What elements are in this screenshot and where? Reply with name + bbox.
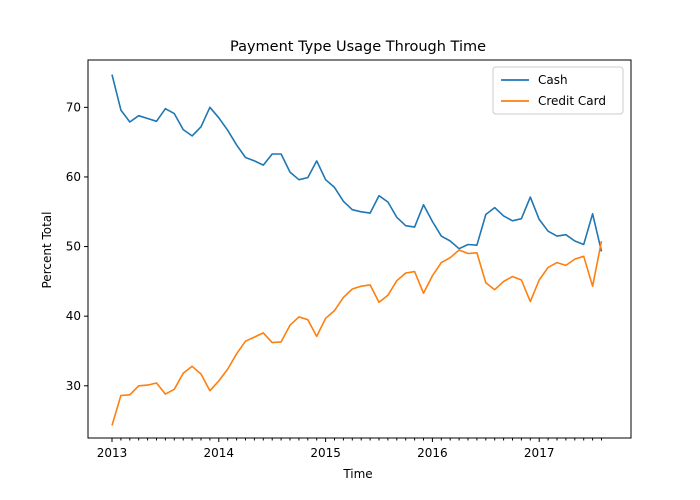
x-axis-label: Time [342, 467, 372, 481]
legend-label-cash: Cash [538, 73, 568, 87]
y-axis-label: Percent Total [40, 212, 54, 289]
legend-label-credit-card: Credit Card [538, 94, 606, 108]
y-tick-label: 70 [66, 100, 81, 114]
x-tick-label: 2016 [417, 446, 448, 460]
x-tick-label: 2014 [204, 446, 235, 460]
chart-title: Payment Type Usage Through Time [230, 39, 486, 55]
legend-box [492, 66, 624, 115]
legend: Cash Credit Card [492, 66, 624, 115]
x-tick-label: 2015 [310, 446, 341, 460]
y-tick-label: 40 [66, 309, 81, 323]
axes: 30 40 50 60 70 2013 2014 2015 2016 2017 [66, 59, 632, 460]
series-line-cash [111, 74, 603, 252]
axes-frame [87, 59, 632, 439]
plot-area [111, 74, 603, 426]
series-line-credit-card [111, 240, 603, 426]
x-tick-label: 2013 [97, 446, 128, 460]
y-tick-label: 60 [66, 170, 81, 184]
y-tick-label: 50 [66, 240, 81, 254]
x-tick-label: 2017 [524, 446, 555, 460]
y-tick-label: 30 [66, 379, 81, 393]
